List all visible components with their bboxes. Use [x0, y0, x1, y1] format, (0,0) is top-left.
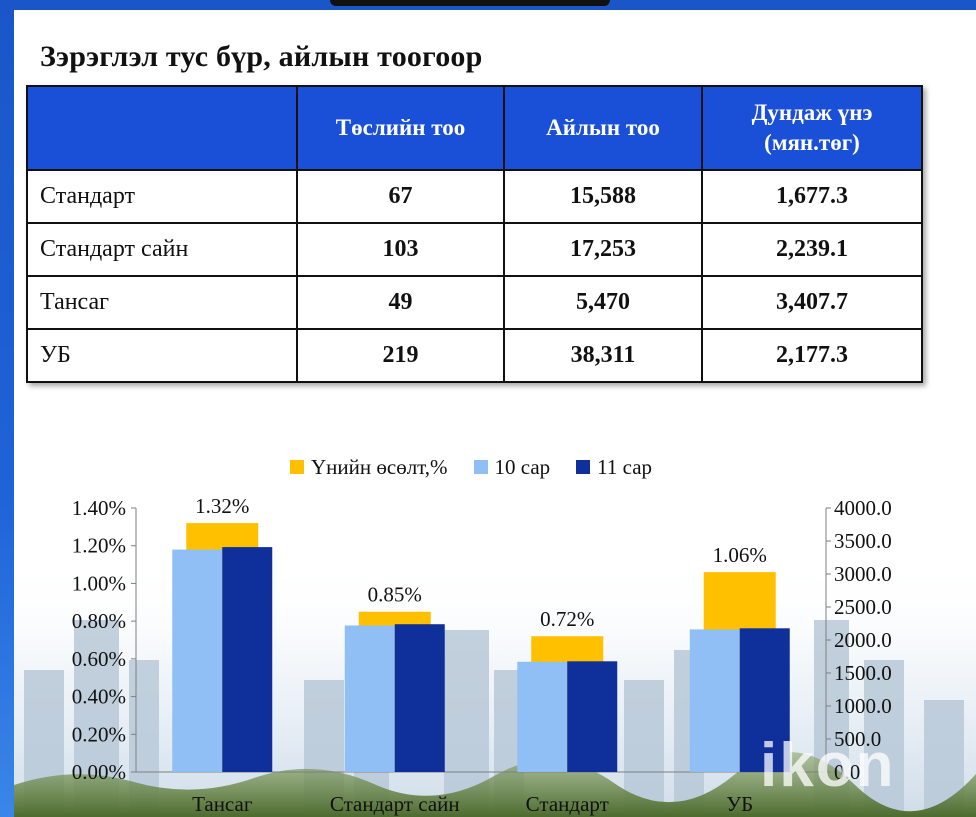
cell-apartments: 17,253 — [503, 222, 703, 277]
cell-apartments: 38,311 — [503, 328, 703, 383]
table-row: Стандарт сайн 103 17,253 2,239.1 — [26, 222, 923, 277]
legend-item: Үнийн өсөлт,% — [290, 455, 448, 480]
bar-10-sar — [517, 661, 568, 772]
bar-11-sar — [222, 547, 273, 772]
bar-10-sar — [344, 625, 395, 772]
left-tick-label: 0.60% — [72, 647, 126, 671]
header-projects: Төслийн тоо — [296, 85, 505, 171]
right-tick-label: 3500.0 — [834, 529, 892, 553]
bar-11-sar — [394, 624, 445, 772]
legend-label: 10 сар — [494, 454, 551, 479]
right-tick-label: 1500.0 — [834, 661, 892, 685]
cell-avg-price: 3,407.7 — [701, 275, 923, 330]
left-tick-label: 0.00% — [72, 760, 126, 784]
header-apartments: Айлын тоо — [503, 85, 703, 171]
bar-10-sar — [689, 629, 740, 772]
subtitle: Зэрэглэл тус бүр, айлын тоогоор — [40, 40, 483, 73]
bar-11-sar — [739, 628, 790, 772]
category-label: УБ — [726, 792, 753, 816]
legend-swatch — [473, 460, 488, 474]
growth-data-label: 0.72% — [540, 607, 594, 631]
right-tick-label: 2000.0 — [834, 628, 892, 652]
growth-data-label: 1.06% — [713, 543, 767, 567]
chart-legend: Үнийн өсөлт,% 10 сар 11 сар — [290, 454, 678, 480]
cell-projects: 219 — [296, 328, 505, 383]
bar-10-sar — [172, 549, 223, 772]
left-tick-label: 1.00% — [72, 571, 126, 595]
legend-item: 10 сар — [473, 454, 551, 480]
cropped-title — [330, 0, 610, 6]
cell-avg-price: 2,239.1 — [701, 222, 923, 277]
header-empty — [26, 85, 298, 171]
right-tick-label: 2500.0 — [834, 595, 892, 619]
cell-apartments: 5,470 — [503, 275, 703, 330]
cell-avg-price: 1,677.3 — [701, 169, 923, 224]
category-label: Тансаг — [192, 792, 253, 816]
price-bar-chart: 0.00% 0.20% 0.40% 0.60% 0.80% 1.00% 1.20% 1.40%… — [72, 494, 892, 816]
watermark: ikon — [760, 731, 896, 800]
header-avg-price: Дундаж үнэ (мян.төг) — [701, 85, 923, 171]
row-label: УБ — [26, 328, 298, 383]
table-header-row: Төслийн тоо Айлын тоо Дундаж үнэ (мян.төг… — [26, 85, 923, 171]
category-label: Стандарт сайн — [330, 792, 460, 816]
left-tick-label: 0.20% — [72, 722, 126, 746]
housing-table: Төслийн тоо Айлын тоо Дундаж үнэ (мян.төг… — [26, 85, 923, 383]
cell-projects: 49 — [296, 275, 505, 330]
row-label: Стандарт сайн — [26, 222, 298, 277]
legend-swatch — [576, 460, 591, 474]
left-tick-label: 0.80% — [72, 609, 126, 633]
legend-label: Үнийн өсөлт,% — [311, 454, 448, 479]
growth-data-label: 1.32% — [195, 494, 249, 518]
table-row: Стандарт 67 15,588 1,677.3 — [26, 169, 923, 224]
row-label: Тансаг — [26, 275, 298, 330]
cell-avg-price: 2,177.3 — [701, 328, 923, 383]
right-tick-label: 1000.0 — [834, 694, 892, 718]
cell-apartments: 15,588 — [503, 169, 703, 224]
row-label: Стандарт — [26, 169, 298, 224]
cell-projects: 103 — [296, 222, 505, 277]
table-row: УБ 219 38,311 2,177.3 — [26, 328, 923, 383]
right-tick-label: 0.0 — [834, 760, 860, 784]
legend-swatch — [290, 460, 304, 474]
cell-projects: 67 — [296, 169, 505, 224]
left-tick-label: 1.20% — [72, 534, 126, 558]
right-tick-label: 3000.0 — [834, 562, 892, 586]
table-row: Тансаг 49 5,470 3,407.7 — [26, 275, 923, 330]
left-tick-label: 1.40% — [72, 496, 126, 520]
legend-label: 11 сар — [597, 454, 653, 479]
growth-data-label: 0.85% — [368, 583, 422, 607]
bar-11-sar — [567, 661, 618, 772]
right-tick-label: 4000.0 — [834, 496, 892, 520]
left-tick-label: 0.40% — [72, 685, 126, 709]
right-tick-label: 500.0 — [834, 727, 881, 751]
left-accent-bar — [0, 0, 14, 817]
legend-item: 11 сар — [576, 455, 652, 480]
category-label: Стандарт — [526, 792, 609, 816]
